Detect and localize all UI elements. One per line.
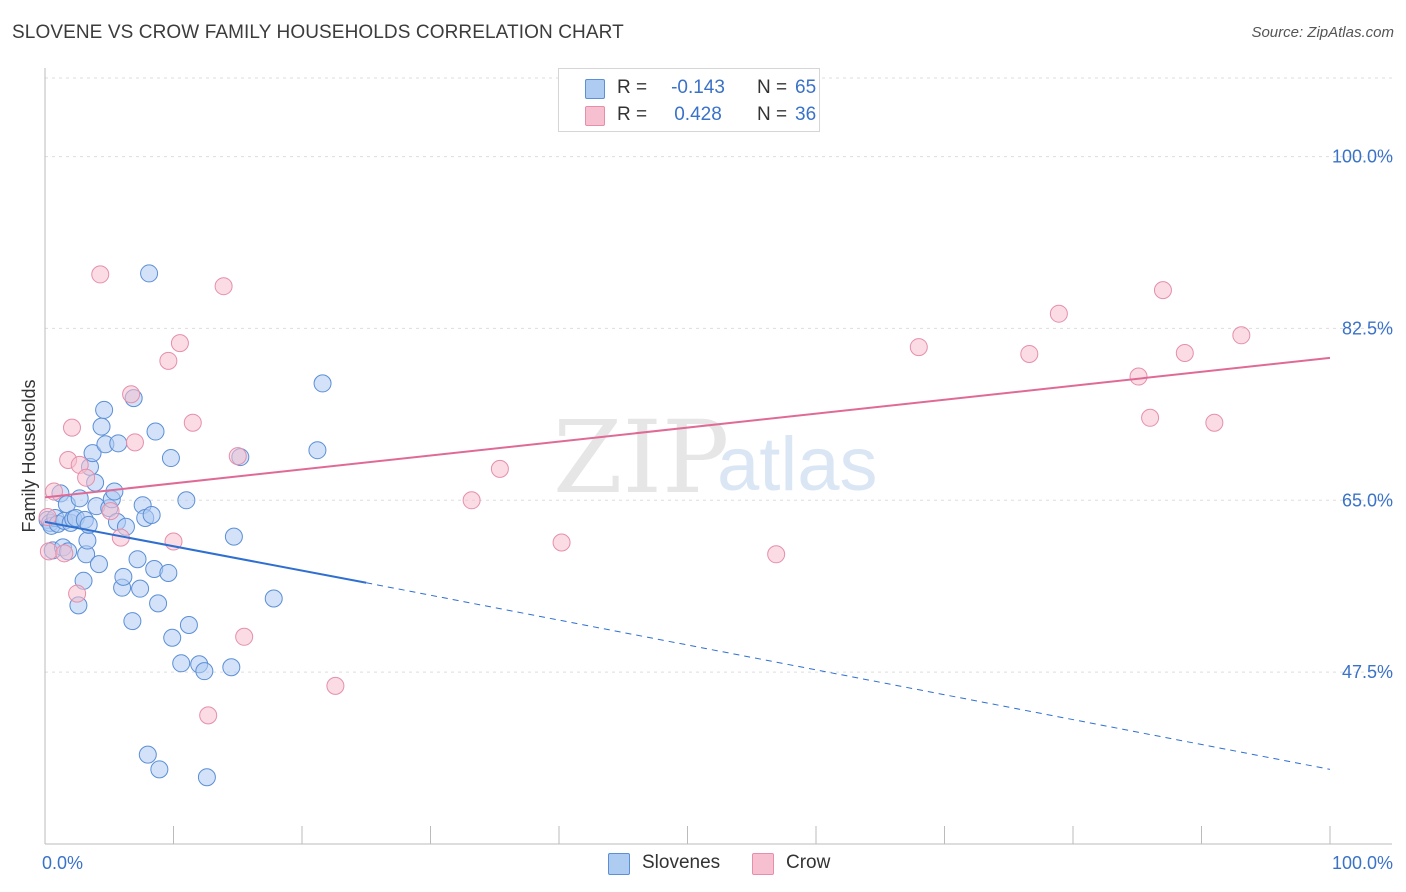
axes bbox=[44, 68, 1392, 845]
point-crow bbox=[1141, 408, 1160, 427]
bottom-legend-label-crow: Crow bbox=[786, 852, 831, 873]
point-crow bbox=[552, 533, 571, 552]
point-slovenes bbox=[92, 417, 111, 436]
point-crow bbox=[101, 502, 120, 521]
point-crow bbox=[1175, 343, 1194, 362]
legend-n-value-slovenes: 65 bbox=[795, 77, 817, 98]
point-slovenes bbox=[313, 374, 332, 393]
point-slovenes bbox=[222, 658, 241, 677]
point-slovenes bbox=[161, 449, 180, 468]
point-slovenes bbox=[177, 491, 196, 510]
point-slovenes bbox=[123, 612, 142, 631]
point-slovenes bbox=[140, 264, 159, 283]
point-crow bbox=[1232, 326, 1251, 345]
point-crow bbox=[77, 468, 96, 487]
point-slovenes bbox=[224, 527, 243, 546]
point-crow bbox=[159, 351, 178, 370]
point-crow bbox=[235, 627, 254, 646]
point-slovenes bbox=[195, 662, 214, 681]
point-crow bbox=[490, 459, 509, 478]
legend-r-label: R = bbox=[617, 77, 648, 98]
point-crow bbox=[1205, 413, 1224, 432]
point-slovenes bbox=[89, 555, 108, 574]
chart-title: SLOVENE VS CROW FAMILY HOUSEHOLDS CORREL… bbox=[12, 22, 624, 43]
point-crow bbox=[767, 545, 786, 564]
point-crow bbox=[228, 447, 247, 466]
bottom-legend-label-slovenes: Slovenes bbox=[642, 852, 721, 873]
watermark: ZIP atlas bbox=[553, 399, 878, 516]
trend-lines bbox=[44, 356, 1331, 770]
bottom-legend-swatch-crow bbox=[752, 853, 774, 875]
series-crow bbox=[38, 265, 1251, 725]
point-slovenes bbox=[150, 760, 169, 779]
point-crow bbox=[462, 491, 481, 510]
point-crow bbox=[199, 706, 218, 725]
point-crow bbox=[214, 277, 233, 296]
point-slovenes bbox=[197, 768, 216, 787]
point-slovenes bbox=[172, 654, 191, 673]
point-slovenes bbox=[114, 567, 133, 586]
point-crow bbox=[39, 542, 58, 561]
point-crow bbox=[122, 385, 141, 404]
watermark-atlas: atlas bbox=[717, 422, 878, 507]
point-crow bbox=[909, 338, 928, 357]
legend-r-label: R = bbox=[617, 104, 648, 125]
y-tick-label: 82.5% bbox=[1342, 318, 1393, 338]
y-tick-label: 47.5% bbox=[1342, 662, 1393, 682]
legend-r-value-slovenes: -0.143 bbox=[671, 77, 725, 98]
point-slovenes bbox=[146, 422, 165, 441]
point-slovenes bbox=[128, 550, 147, 569]
point-slovenes bbox=[138, 745, 157, 764]
point-crow bbox=[62, 418, 81, 437]
point-crow bbox=[1020, 344, 1039, 363]
point-crow bbox=[170, 334, 189, 353]
point-slovenes bbox=[131, 579, 150, 598]
point-slovenes bbox=[109, 434, 128, 453]
source-label: Source: ZipAtlas.com bbox=[1251, 24, 1394, 41]
point-crow bbox=[38, 507, 57, 526]
point-slovenes bbox=[308, 441, 327, 460]
point-crow bbox=[91, 265, 110, 284]
legend-n-label: N = bbox=[757, 104, 788, 125]
trend-line-slovenes-extrapolated bbox=[366, 582, 1331, 770]
point-slovenes bbox=[163, 628, 182, 647]
point-slovenes bbox=[149, 594, 168, 613]
point-crow bbox=[1129, 367, 1148, 386]
point-crow bbox=[1153, 281, 1172, 300]
point-slovenes bbox=[142, 506, 161, 525]
point-slovenes bbox=[159, 563, 178, 582]
point-slovenes bbox=[179, 616, 198, 635]
tick-labels: 47.5% 65.0% 82.5% 100.0% 0.0% 100.0% bbox=[42, 147, 1393, 873]
point-slovenes bbox=[78, 531, 97, 550]
point-crow bbox=[326, 676, 345, 695]
y-tick-label: 100.0% bbox=[1332, 147, 1393, 167]
point-crow bbox=[1049, 304, 1068, 323]
legend-swatch-crow bbox=[585, 106, 605, 126]
point-crow bbox=[125, 433, 144, 452]
x-tick-label-min: 0.0% bbox=[42, 853, 83, 873]
y-axis-label: Family Households bbox=[19, 379, 39, 532]
legend-n-label: N = bbox=[757, 77, 788, 98]
bottom-legend-swatch-slovenes bbox=[608, 853, 630, 875]
legend-swatch-slovenes bbox=[585, 79, 605, 99]
point-slovenes bbox=[264, 589, 283, 608]
y-tick-label: 65.0% bbox=[1342, 490, 1393, 510]
point-crow bbox=[183, 413, 202, 432]
point-slovenes bbox=[83, 444, 102, 463]
trend-line-crow bbox=[44, 356, 1331, 499]
stats-legend: R = -0.143 N = 65 R = 0.428 N = 36 bbox=[558, 68, 820, 132]
point-slovenes bbox=[95, 400, 114, 419]
x-tick-label-max: 100.0% bbox=[1332, 853, 1393, 873]
point-crow bbox=[55, 544, 74, 563]
watermark-zip: ZIP bbox=[553, 399, 729, 516]
trend-line-slovenes bbox=[44, 520, 367, 584]
point-crow bbox=[68, 584, 87, 603]
grid-lines bbox=[45, 77, 1392, 673]
legend-n-value-crow: 36 bbox=[795, 104, 817, 125]
legend-r-value-crow: 0.428 bbox=[674, 104, 722, 125]
